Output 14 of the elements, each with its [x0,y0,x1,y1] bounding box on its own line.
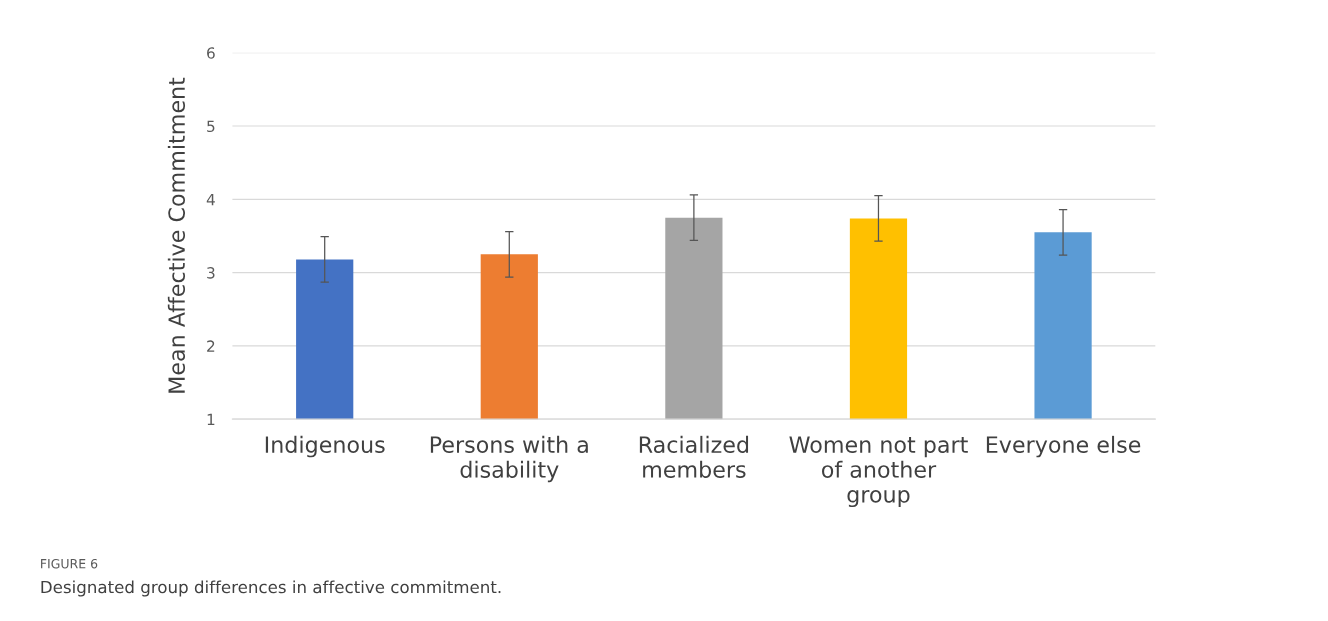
text: Designated group differences in affective commitment. [41,580,501,597]
y-tick-label: 3 [207,267,215,279]
caption: FIGURE 6 [41,558,98,569]
x-tick-label: Persons with a disability [430,435,588,483]
y-tick-label: 4 [206,194,215,206]
x-tick-label: Racialized members [639,435,749,478]
x-tick-label: Women not part of another group [789,436,968,508]
y-axis-title: Mean Affective Commitment [167,77,186,393]
y-tick-label: 6 [207,47,215,59]
y-tick-label: 5 [207,120,215,133]
y-tick-label: 2 [207,340,215,352]
x-tick-label: Indigenous [265,435,385,458]
y-tick-label: 1 [207,413,215,425]
x-tick-label: Everyone else [986,435,1141,458]
